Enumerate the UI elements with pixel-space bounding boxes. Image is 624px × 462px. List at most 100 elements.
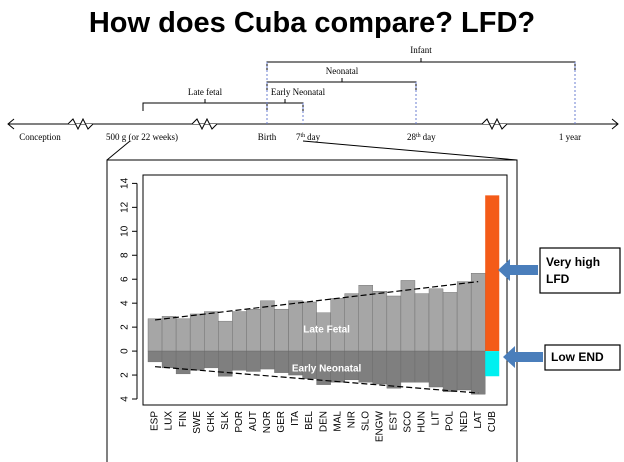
bar [456,350,472,391]
period-label: Neonatal [326,66,359,76]
y-tick-label: 2 [120,324,131,330]
y-tick-label: 2 [120,372,131,378]
x-tick-label: AUT [248,411,259,431]
bar [428,350,444,388]
ordinal-number: 7 [296,132,301,142]
y-tick-label: 4 [120,396,131,402]
x-tick-label: ENGW [374,410,385,442]
x-tick-label: GER [276,411,287,433]
bar [203,311,219,352]
ordinal-suffix: th [416,133,421,139]
bar [372,350,388,385]
timeline-label: 1 year [559,132,581,142]
annotation-text: Very high LFD [546,254,601,286]
bar [260,350,275,370]
x-tick-label: ITA [290,411,301,426]
period-label: Early Neonatal [271,87,326,97]
bar [456,281,472,352]
bar [428,288,444,352]
bar [175,350,191,375]
timeline-label: Birth [258,132,277,142]
x-tick-label: SLK [220,411,231,430]
bar [288,300,303,352]
bar [161,316,177,352]
x-tick-label: BEL [304,411,315,430]
timeline-label: 500 g (or 22 weeks) [106,132,178,142]
bar [485,351,500,377]
bar [442,350,458,393]
annotation-holder: Low END [551,350,604,364]
x-tick-label: DEN [318,411,329,432]
bar [485,195,500,352]
x-tick-label: NED [459,411,470,432]
x-tick-label: HUN [417,411,428,433]
bar [344,293,359,352]
timeline-label: 7th day [296,132,321,142]
y-tick-label: 12 [120,201,131,213]
bar [147,350,163,363]
bar [232,350,247,371]
y-tick-label: 0 [120,348,131,354]
ordinal-word: day [307,132,320,142]
period-label: Late fetal [188,87,223,97]
trend-line [154,366,479,394]
annotation-box [539,247,621,294]
x-tick-label: NOR [262,411,273,433]
annotation-arrow [498,259,538,281]
x-tick-label: FIN [178,411,189,427]
bar [161,350,177,369]
x-tick-label: SCO [403,411,414,433]
timeline-label: 28th day [407,132,436,142]
y-tick-label: 10 [120,225,131,237]
x-tick-label: MAL [332,411,343,432]
timeline-layout [7,58,619,462]
bar [400,280,416,352]
trend-line [154,281,479,321]
period-label: Infant [410,45,432,55]
ordinal-suffix: th [301,133,306,139]
y-tick-label: 14 [120,177,131,189]
bar [414,293,430,352]
plot-frame [142,174,508,406]
timeline-label: Conception [19,132,61,142]
bar [246,350,261,372]
y-tick-label: 8 [120,252,131,258]
series-label: Early Neonatal [292,363,362,374]
x-tick-label: POL [445,411,456,431]
bar [246,308,261,352]
x-tick-label: ESP [150,411,161,431]
y-tick-label: 6 [120,276,131,282]
x-tick-label: CHK [206,411,217,432]
y-tick-label: 4 [120,300,131,306]
bar [189,313,205,352]
ordinal-word: day [423,132,436,142]
bar [274,350,289,373]
x-tick-label: SWE [192,411,203,434]
annotation-box [544,344,621,371]
bar [400,350,416,383]
annotation-text: Low END [551,350,604,364]
ordinal-number: 28 [407,132,417,142]
bar [232,311,247,352]
bar [470,273,486,352]
x-tick-label: LUX [164,411,175,431]
series-label: Late Fetal [303,325,350,336]
bar [442,292,458,352]
x-tick-label: CUB [487,411,498,432]
bar [386,295,402,352]
x-tick-label: LAT [473,411,484,429]
bar [386,350,402,389]
bar [470,350,486,395]
bar [414,350,430,383]
bar [203,350,219,369]
bar [260,300,275,352]
x-tick-label: NIR [346,411,357,428]
bar [274,308,289,352]
annotation-arrow [503,346,543,368]
x-tick-label: POR [234,411,245,433]
x-tick-label: LIT [431,411,442,425]
slide-title: How does Cuba compare? LFD? [89,7,535,39]
annotation-holder: Very high LFD [546,254,601,286]
bar [218,320,233,352]
